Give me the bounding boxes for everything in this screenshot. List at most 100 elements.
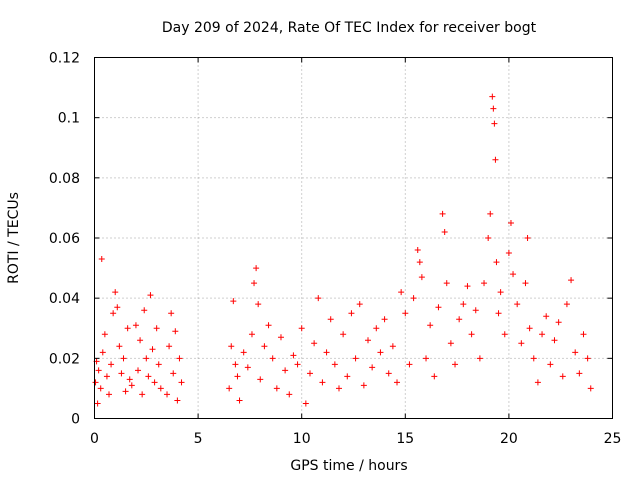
y-tick-label: 0	[71, 412, 80, 428]
data-point	[572, 349, 579, 356]
y-tick-label: 0.08	[49, 171, 80, 187]
data-point	[423, 355, 430, 362]
data-point	[348, 310, 355, 317]
data-point	[172, 328, 179, 335]
data-point	[514, 301, 521, 308]
grid	[94, 57, 613, 419]
data-point	[522, 280, 529, 287]
data-point	[576, 370, 583, 377]
data-point	[402, 310, 409, 317]
data-point	[168, 310, 175, 317]
data-point	[282, 367, 289, 374]
data-point	[490, 105, 497, 112]
data-point	[232, 361, 239, 368]
data-point	[132, 322, 139, 329]
data-point	[118, 370, 125, 377]
data-point	[476, 355, 483, 362]
data-point	[394, 379, 401, 386]
data-point	[460, 301, 467, 308]
data-point	[226, 385, 233, 392]
y-tick-label: 0.06	[49, 231, 80, 247]
data-point	[365, 337, 372, 344]
data-point	[323, 349, 330, 356]
y-tick-label: 0.12	[49, 51, 80, 67]
x-tick-label: 10	[293, 431, 311, 447]
data-point	[443, 280, 450, 287]
data-point	[441, 228, 448, 235]
data-point	[534, 379, 541, 386]
data-point	[126, 376, 133, 383]
data-point	[236, 397, 243, 404]
data-point	[311, 340, 318, 347]
data-point	[112, 289, 119, 296]
data-point	[135, 367, 142, 374]
data-point	[178, 379, 185, 386]
data-point	[335, 385, 342, 392]
data-point	[143, 355, 150, 362]
data-point	[456, 316, 463, 323]
data-point	[153, 325, 160, 332]
data-point	[492, 156, 499, 163]
data-point	[472, 307, 479, 314]
data-point	[155, 361, 162, 368]
data-point	[464, 283, 471, 290]
data-point	[122, 388, 129, 395]
data-point	[340, 331, 347, 338]
data-point	[248, 331, 255, 338]
data-point	[568, 277, 575, 284]
data-point	[164, 391, 171, 398]
data-point	[114, 304, 121, 311]
data-point	[106, 391, 113, 398]
data-point	[151, 379, 158, 386]
data-point	[234, 373, 241, 380]
data-point	[543, 313, 550, 320]
data-point	[261, 343, 268, 350]
data-point	[580, 331, 587, 338]
data-point	[103, 373, 110, 380]
data-point	[526, 325, 533, 332]
data-point	[327, 316, 334, 323]
data-point	[290, 352, 297, 359]
x-tick-label: 20	[500, 431, 518, 447]
data-point	[518, 340, 525, 347]
data-point	[485, 235, 492, 241]
data-point	[410, 295, 417, 302]
data-point	[369, 364, 376, 371]
data-point	[352, 355, 359, 362]
data-point	[157, 385, 164, 392]
data-point	[331, 361, 338, 368]
data-point	[418, 274, 425, 281]
data-point	[269, 355, 276, 362]
data-point	[149, 346, 156, 353]
data-point	[120, 355, 127, 362]
data-point	[240, 349, 247, 356]
data-point	[530, 355, 537, 362]
data-point	[101, 331, 108, 338]
data-point	[489, 93, 496, 100]
data-point	[495, 310, 502, 317]
data-point	[302, 400, 309, 407]
data-point	[139, 391, 146, 398]
data-point	[166, 343, 173, 350]
data-point	[176, 355, 183, 362]
data-point	[253, 265, 260, 272]
data-point	[174, 397, 181, 404]
data-point	[95, 367, 102, 374]
data-point	[587, 385, 594, 392]
data-point	[373, 325, 380, 332]
data-point	[431, 373, 438, 380]
data-point	[298, 325, 305, 332]
chart-title: Day 209 of 2024, Rate Of TEC Index for r…	[162, 20, 537, 36]
data-point	[306, 370, 313, 377]
data-point	[559, 373, 566, 380]
data-point	[501, 331, 508, 338]
data-point	[277, 334, 284, 341]
data-point	[360, 382, 367, 389]
data-point	[439, 210, 446, 217]
data-point	[294, 361, 301, 368]
data-point	[524, 235, 531, 241]
data-point	[286, 391, 293, 398]
data-point	[505, 250, 512, 257]
data-point	[563, 301, 570, 308]
x-axis-label: GPS time / hours	[290, 458, 407, 474]
